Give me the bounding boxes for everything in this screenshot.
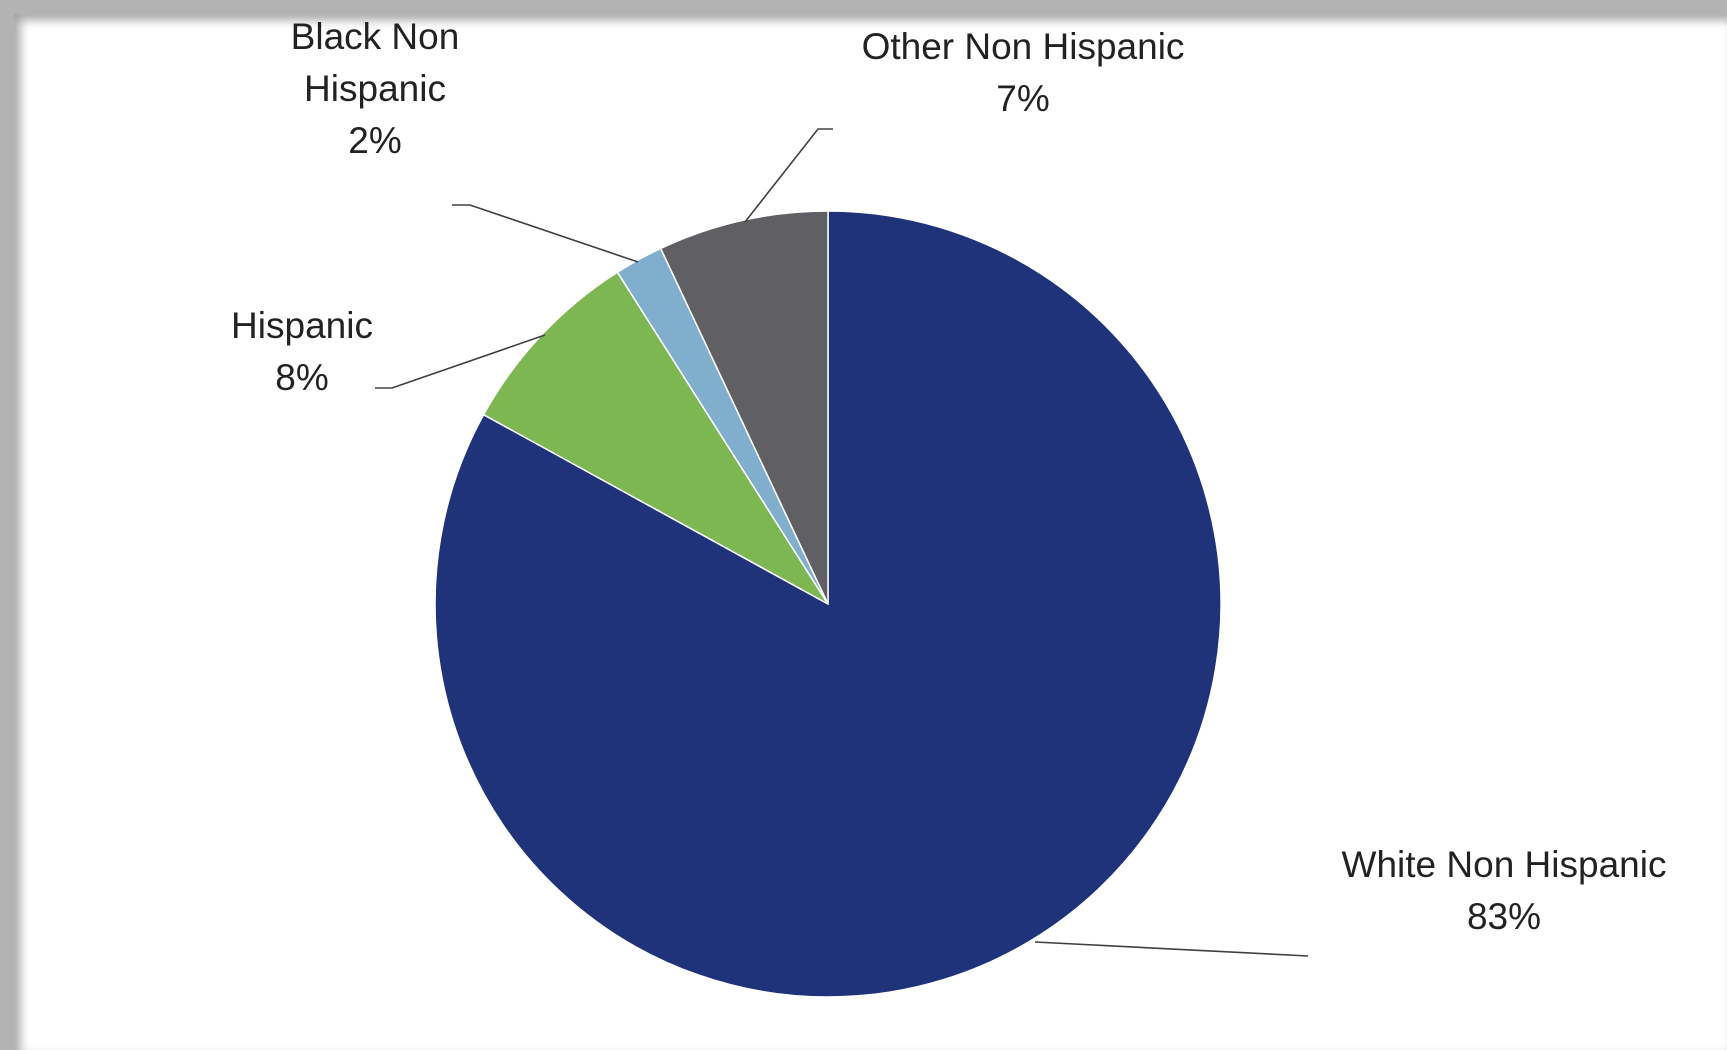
slice-percent-label: 7% [996, 78, 1049, 119]
slice-percent-label: 8% [275, 357, 328, 398]
slice-name-label: Other Non Hispanic [862, 26, 1185, 67]
slice-label: Other Non Hispanic 7% [862, 26, 1185, 119]
slice-label: Hispanic 8% [231, 305, 373, 398]
slice-name-label: Black Non [291, 16, 460, 57]
leader-lines [375, 128, 1309, 957]
slice-name-label: Hispanic [304, 68, 446, 109]
pie-slice-hispanic [482, 271, 829, 605]
pie-slice-other-non-hispanic [659, 210, 829, 605]
leader-line [452, 204, 639, 263]
slice-label: White Non Hispanic 83% [1342, 844, 1667, 937]
slice-labels: White Non Hispanic 83% Hispanic 8% Black Non… [231, 16, 1666, 937]
leader-line [744, 128, 833, 223]
slice-name-label: White Non Hispanic [1342, 844, 1667, 885]
leader-line [1034, 941, 1309, 957]
slice-percent-label: 2% [348, 120, 401, 161]
slice-percent-label: 83% [1467, 896, 1541, 937]
pie-slices [434, 210, 1222, 998]
pie-slice-white-non-hispanic [434, 210, 1222, 998]
slice-name-label: Hispanic [231, 305, 373, 346]
slice-label: Black Non Hispanic 2% [291, 16, 460, 161]
leader-line [375, 334, 546, 389]
